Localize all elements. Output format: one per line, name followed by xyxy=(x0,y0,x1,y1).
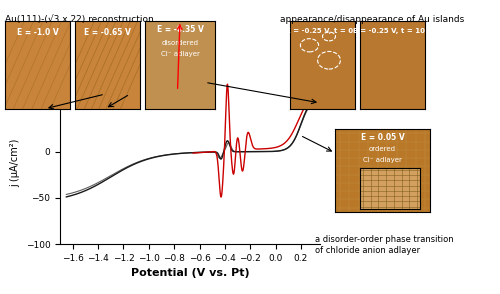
X-axis label: Potential (V vs. Pt): Potential (V vs. Pt) xyxy=(130,268,250,278)
Text: disordered: disordered xyxy=(162,40,198,46)
Text: E = -0.25 V, t = 0 s: E = -0.25 V, t = 0 s xyxy=(286,28,360,34)
Text: E = -0.65 V: E = -0.65 V xyxy=(84,28,131,37)
Text: E = -0.25 V, t = 10 s: E = -0.25 V, t = 10 s xyxy=(353,28,432,34)
Y-axis label: j (μA/cm²): j (μA/cm²) xyxy=(10,139,20,187)
Text: E = -1.0 V: E = -1.0 V xyxy=(16,28,58,37)
Text: ordered: ordered xyxy=(369,146,396,152)
Text: appearance/disappearance of Au islands: appearance/disappearance of Au islands xyxy=(280,15,464,24)
Text: E = 0.05 V: E = 0.05 V xyxy=(360,133,405,143)
Text: E = -0.35 V: E = -0.35 V xyxy=(156,25,204,34)
Text: Cl⁻ adlayer: Cl⁻ adlayer xyxy=(363,156,402,163)
Text: Cl⁻ adlayer: Cl⁻ adlayer xyxy=(160,51,200,57)
Text: Au(111)-(√3 x 22) reconstruction: Au(111)-(√3 x 22) reconstruction xyxy=(5,15,154,24)
Text: a disorder-order phase transition
of chloride anion adlayer: a disorder-order phase transition of chl… xyxy=(315,235,454,255)
